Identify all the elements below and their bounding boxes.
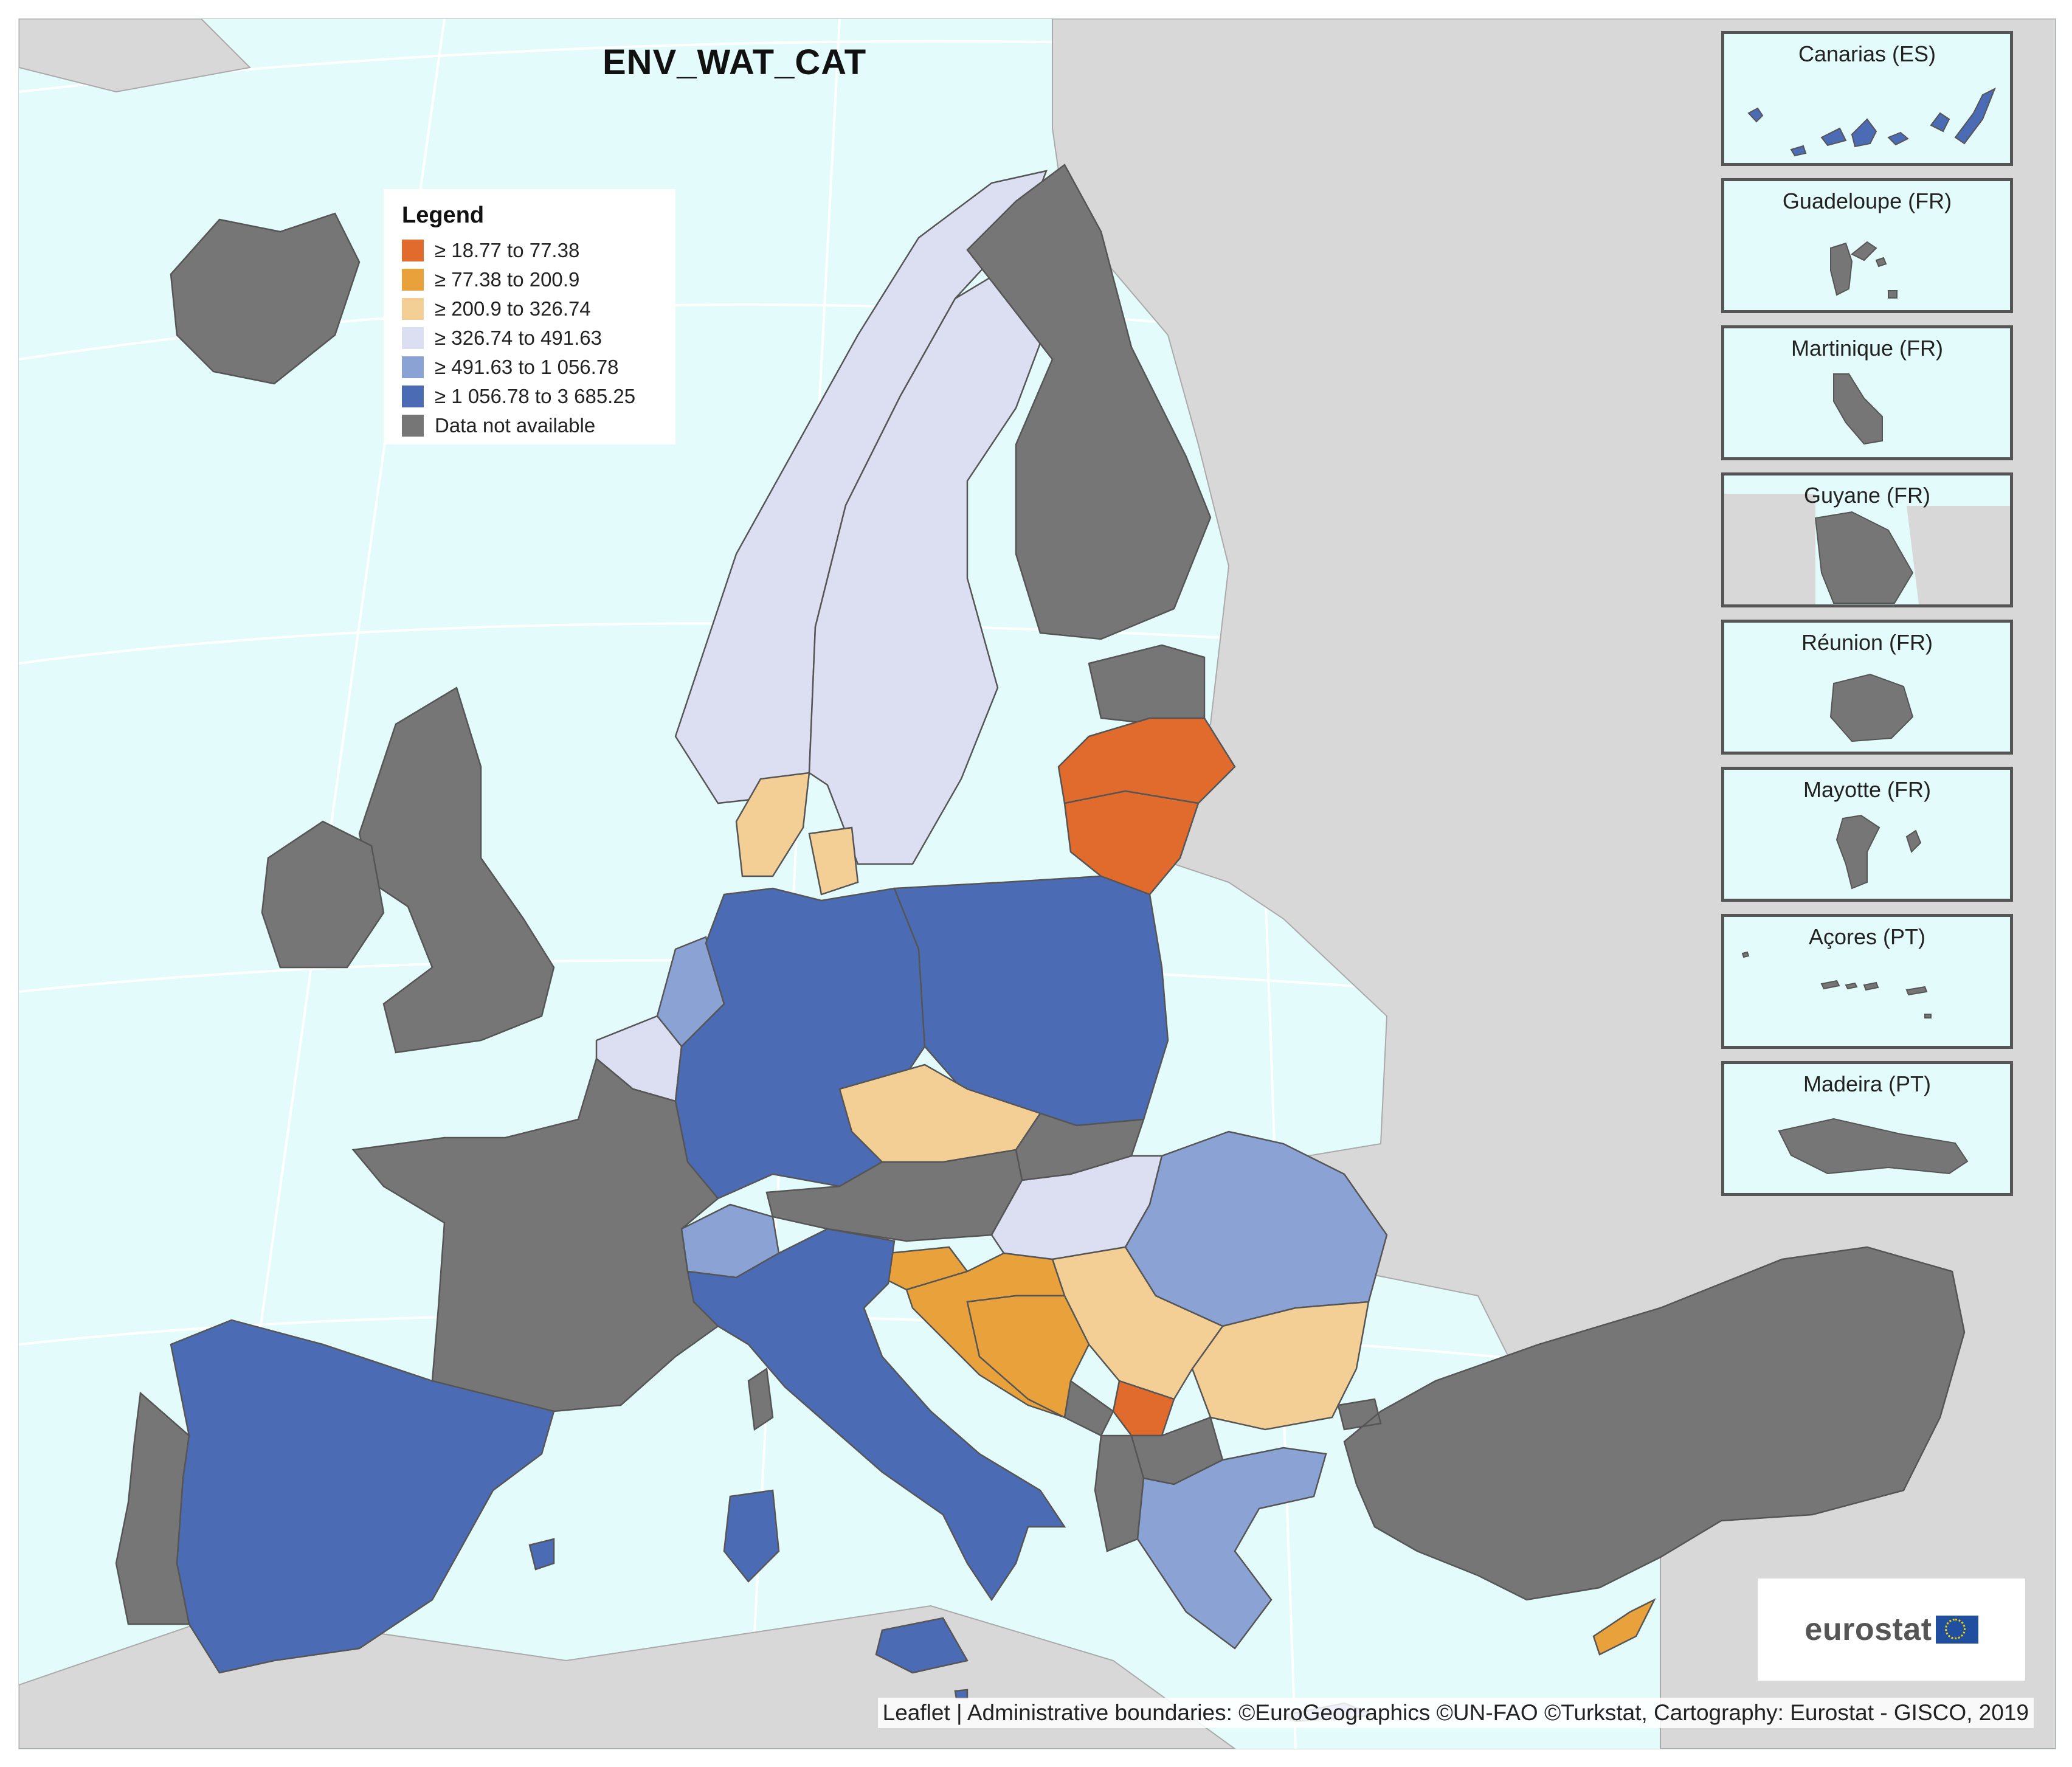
country-france[interactable] — [351, 1057, 774, 1431]
map-legend: Legend ≥ 18.77 to 77.38 ≥ 77.38 to 200.9… — [384, 189, 675, 444]
inset-title: Guadeloupe (FR) — [1782, 188, 1952, 213]
inset-map — [1778, 1118, 1969, 1175]
legend-swatch — [402, 298, 424, 320]
country-cyprus[interactable] — [1592, 1598, 1656, 1656]
legend-item: ≥ 77.38 to 200.9 — [402, 265, 675, 294]
map-title: ENV_WAT_CAT — [603, 43, 867, 82]
legend-swatch — [402, 327, 424, 349]
inset-territory-shape — [1830, 241, 1898, 299]
inset-map — [1747, 87, 1996, 157]
legend-swatch — [402, 386, 424, 407]
inset-title: Mayotte (FR) — [1803, 777, 1932, 802]
inset-map — [1741, 951, 1932, 1018]
map-frame[interactable]: ENV_WAT_CAT Legend ≥ 18.77 to 77.38 ≥ 77… — [18, 18, 2056, 1749]
country-greece[interactable] — [1136, 1447, 1375, 1723]
inset-map — [1829, 673, 1914, 742]
legend-item: Data not available — [402, 411, 675, 440]
country-united-kingdom[interactable] — [358, 686, 555, 1054]
inset-map — [1830, 241, 1898, 299]
inset-territory-shape — [1747, 87, 1996, 157]
inset-reunion[interactable]: Réunion (FR) — [1721, 620, 2013, 755]
inset-title: Madeira (PT) — [1803, 1071, 1932, 1096]
eurostat-logo-text: eurostat — [1804, 1612, 1932, 1647]
inset-title: Réunion (FR) — [1801, 630, 1933, 655]
country-bulgaria[interactable] — [1191, 1301, 1370, 1431]
country-iceland[interactable] — [170, 212, 361, 385]
inset-title: Martinique (FR) — [1791, 336, 1944, 361]
inset-territory-shape — [1829, 673, 1914, 742]
inset-territory-shape — [1833, 373, 1883, 445]
inset-mayotte[interactable]: Mayotte (FR) — [1721, 767, 2013, 902]
country-malta[interactable] — [954, 1689, 969, 1700]
legend-swatch — [402, 356, 424, 378]
country-ireland[interactable] — [261, 820, 385, 969]
country-lithuania[interactable] — [1063, 790, 1200, 896]
inset-map — [1835, 814, 1922, 890]
legend-label: ≥ 1 056.78 to 3 685.25 — [435, 385, 636, 407]
country-italy[interactable] — [686, 1228, 1066, 1674]
country-estonia[interactable] — [1088, 644, 1206, 725]
legend-item: ≥ 326.74 to 491.63 — [402, 323, 675, 353]
legend-label: ≥ 200.9 to 326.74 — [435, 297, 591, 320]
legend-item: ≥ 1 056.78 to 3 685.25 — [402, 382, 675, 411]
inset-map — [1833, 373, 1883, 445]
inset-title: Guyane (FR) — [1803, 483, 1931, 508]
inset-map — [1724, 494, 2010, 604]
legend-swatch — [402, 240, 424, 261]
country-shapes — [115, 164, 1966, 1723]
inset-title: Açores (PT) — [1808, 924, 1926, 949]
inset-acores[interactable]: Açores (PT) — [1721, 914, 2013, 1049]
inset-territory-shape — [1741, 951, 1932, 1018]
inset-guyane[interactable]: Guyane (FR) — [1721, 472, 2013, 607]
country-latvia[interactable] — [1057, 717, 1236, 804]
legend-label: ≥ 18.77 to 77.38 — [435, 239, 580, 261]
country-turkey[interactable] — [1337, 1246, 1966, 1601]
country-finland[interactable] — [966, 164, 1212, 640]
legend-label: ≥ 77.38 to 200.9 — [435, 268, 580, 291]
inset-title: Canarias (ES) — [1798, 41, 1936, 66]
inset-territory-shape — [1835, 814, 1922, 890]
legend-item: ≥ 18.77 to 77.38 — [402, 236, 675, 265]
inset-territory-shape — [1814, 511, 1914, 604]
inset-martinique[interactable]: Martinique (FR) — [1721, 325, 2013, 460]
legend-label: ≥ 491.63 to 1 056.78 — [435, 356, 619, 378]
legend-label: ≥ 326.74 to 491.63 — [435, 327, 603, 349]
legend-label: Data not available — [435, 414, 596, 437]
country-denmark[interactable] — [735, 772, 859, 896]
map-attribution: Leaflet | Administrative boundaries: ©Eu… — [877, 1698, 2034, 1728]
inset-madeira[interactable]: Madeira (PT) — [1721, 1061, 2013, 1196]
country-montenegro[interactable] — [1063, 1379, 1114, 1437]
legend-item: ≥ 200.9 to 326.74 — [402, 294, 675, 323]
country-portugal[interactable] — [115, 1391, 190, 1625]
inset-guadeloupe[interactable]: Guadeloupe (FR) — [1721, 178, 2013, 313]
legend-title: Legend — [402, 202, 485, 228]
eurostat-logo: eurostat — [1758, 1579, 2025, 1681]
inset-territory-shape — [1778, 1118, 1969, 1175]
country-bosnia[interactable] — [966, 1295, 1090, 1419]
country-sweden[interactable] — [808, 261, 1054, 865]
eu-flag-icon — [1935, 1616, 1978, 1644]
legend-swatch — [402, 269, 424, 291]
legend-item: ≥ 491.63 to 1 056.78 — [402, 353, 675, 382]
legend-swatch — [402, 415, 424, 437]
inset-canarias[interactable]: Canarias (ES) — [1721, 31, 2013, 166]
